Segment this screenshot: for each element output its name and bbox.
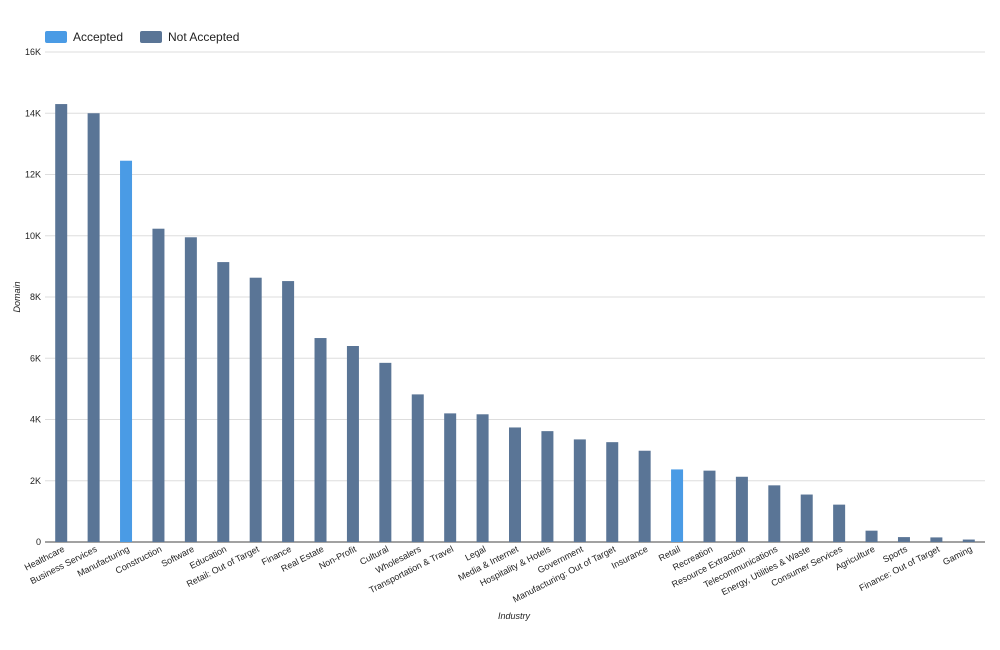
bar-not-accepted-hospitality-hotels <box>541 431 554 542</box>
bar-not-accepted-gaming <box>962 539 975 542</box>
bar-not-accepted-government <box>573 439 586 542</box>
bar-not-accepted-cultural <box>379 362 392 542</box>
y-tick-label: 8K <box>30 292 41 302</box>
legend-item-accepted[interactable]: Accepted <box>45 30 123 44</box>
bar-not-accepted-wholesalers <box>411 394 424 542</box>
bar-not-accepted-resource-extraction <box>735 476 748 542</box>
bar-not-accepted-sports <box>897 537 910 542</box>
y-axis-ticks: 0 2K 4K 6K 8K 10K 12K 14K 16K <box>25 47 41 547</box>
x-tick-label: Insurance <box>610 544 650 571</box>
y-tick-label: 4K <box>30 415 41 425</box>
legend: Accepted Not Accepted <box>45 30 239 44</box>
bar-not-accepted-manufacturing-out-of-target <box>606 442 619 542</box>
bar-not-accepted-energy-utilities-waste <box>800 494 813 542</box>
bar-not-accepted-business-services <box>87 113 100 542</box>
bar-accepted-retail <box>671 469 684 542</box>
bar-not-accepted-real-estate <box>314 338 327 542</box>
y-tick-label: 0 <box>36 537 41 547</box>
bars <box>55 104 975 543</box>
y-tick-label: 12K <box>25 170 41 180</box>
bar-not-accepted-software <box>184 237 197 542</box>
x-tick-label: Non-Profit <box>317 544 358 572</box>
bar-not-accepted-legal <box>476 414 489 542</box>
bar-not-accepted-insurance <box>638 450 651 542</box>
y-tick-label: 14K <box>25 108 41 118</box>
bar-not-accepted-construction <box>152 228 165 543</box>
bar-not-accepted-media-internet <box>509 427 521 542</box>
y-axis-title: Domain <box>12 281 22 312</box>
legend-item-not-accepted[interactable]: Not Accepted <box>140 30 239 44</box>
bar-not-accepted-telecommunications <box>768 485 781 542</box>
legend-swatch-not-accepted <box>140 31 162 43</box>
y-tick-label: 10K <box>25 231 41 241</box>
bar-accepted-manufacturing <box>120 160 133 542</box>
x-tick-label: Gaming <box>941 544 974 567</box>
legend-label-accepted: Accepted <box>73 30 123 44</box>
legend-swatch-accepted <box>45 31 67 43</box>
bar-not-accepted-agriculture <box>865 530 878 542</box>
x-axis-title: Industry <box>498 611 531 621</box>
bar-not-accepted-finance-out-of-target <box>930 537 943 542</box>
bar-not-accepted-education <box>217 262 230 542</box>
y-tick-label: 2K <box>30 476 41 486</box>
bar-not-accepted-recreation <box>703 470 716 542</box>
bar-not-accepted-transportation-travel <box>444 413 457 542</box>
y-tick-label: 16K <box>25 47 41 57</box>
y-tick-label: 6K <box>30 353 41 363</box>
bar-not-accepted-finance <box>282 281 295 542</box>
bar-not-accepted-consumer-services <box>833 504 846 542</box>
legend-label-not-accepted: Not Accepted <box>168 30 239 44</box>
bar-not-accepted-healthcare <box>55 104 68 542</box>
bar-not-accepted-retail-out-of-target <box>249 277 262 542</box>
gridlines <box>45 51 985 543</box>
bar-not-accepted-non-profit <box>346 346 359 542</box>
